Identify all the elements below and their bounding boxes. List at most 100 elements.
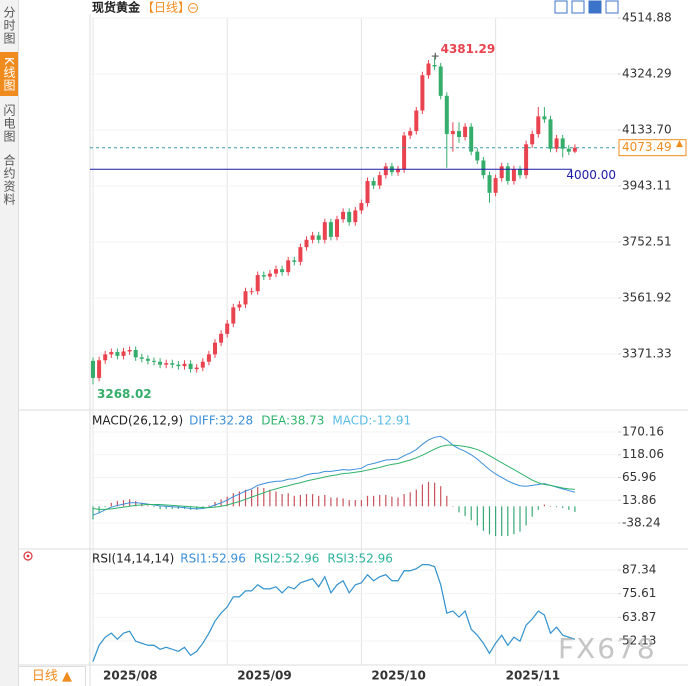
- macd-bar: [537, 506, 539, 510]
- candle-body: [493, 178, 498, 193]
- macd-bar: [464, 506, 466, 516]
- macd-bar: [501, 506, 503, 536]
- candle-body: [200, 361, 205, 368]
- candle-body: [414, 110, 419, 132]
- x-tick-label: 2025/11: [506, 669, 560, 683]
- macd-bar: [354, 500, 356, 507]
- candle-body: [243, 291, 248, 305]
- macd-bar: [135, 501, 137, 507]
- candle-body: [164, 363, 169, 365]
- macd-bar: [330, 497, 332, 507]
- candle-body: [432, 64, 437, 67]
- macd-bar: [379, 494, 381, 507]
- high-label: 4381.29: [441, 42, 496, 56]
- macd-bar: [440, 486, 442, 507]
- candle-body: [420, 75, 425, 111]
- candle-body: [365, 181, 370, 204]
- macd-bar: [244, 489, 247, 507]
- candle-body: [505, 166, 510, 182]
- macd-bar: [397, 497, 399, 507]
- candle-body: [542, 116, 547, 120]
- macd-bar: [104, 506, 106, 508]
- macd-bar: [488, 506, 491, 535]
- y-tick-label: 4514.88: [622, 11, 672, 25]
- toolbar: [554, 0, 619, 14]
- reference-label-bg: [572, 167, 618, 182]
- macd-bar: [409, 492, 411, 507]
- candle-body: [396, 169, 400, 173]
- y-tick-label: 3943.11: [622, 178, 672, 192]
- candle-body: [304, 239, 309, 248]
- macd-bar: [373, 495, 375, 507]
- period-label: 【日线】: [142, 1, 190, 15]
- rsi-settings-icon[interactable]: [23, 551, 33, 561]
- candle-body: [261, 275, 266, 277]
- macd-bar: [214, 501, 216, 507]
- candle-body: [560, 138, 565, 149]
- macd-bar: [336, 497, 338, 507]
- y-tick-label: 87.34: [622, 563, 656, 577]
- candle-body: [572, 147, 577, 152]
- candle-body: [328, 222, 333, 237]
- y-tick-label: 118.06: [622, 447, 664, 461]
- macd-bar: [391, 496, 393, 507]
- candle-body: [402, 135, 407, 170]
- candle-body: [438, 66, 443, 96]
- y-tick-label: 4324.29: [622, 66, 672, 80]
- legend-entry: RSI2:52.96: [254, 552, 320, 566]
- candle-body: [347, 211, 352, 223]
- candle-body: [530, 134, 535, 145]
- macd-bar: [482, 506, 484, 531]
- candle-body: [274, 269, 278, 274]
- macd-bar: [452, 506, 454, 507]
- indicator-title: RSI(14,14,14): [92, 552, 174, 566]
- macd-bar: [165, 506, 167, 509]
- macd-bar: [385, 494, 387, 507]
- last-price-box: [618, 139, 687, 157]
- macd-bar: [434, 482, 436, 507]
- candle-body: [322, 222, 327, 240]
- legend-entry: DEA:38.73: [261, 414, 324, 428]
- macd-line: [92, 435, 576, 516]
- candle-body: [97, 360, 102, 378]
- y-tick-label: 4133.70: [622, 122, 672, 136]
- y-tick-label: 170.16: [622, 424, 664, 438]
- last-price-label: 4073.49: [622, 140, 672, 154]
- y-tick-label: 75.61: [622, 586, 656, 600]
- macd-bar: [348, 500, 350, 507]
- period-button[interactable]: 日线 ▲: [18, 666, 86, 686]
- tool-icon[interactable]: [605, 0, 619, 14]
- macd-bar: [110, 502, 112, 507]
- y-tick-label: 63.87: [622, 610, 656, 624]
- macd-bar: [269, 489, 271, 507]
- candle-body: [206, 354, 211, 362]
- macd-bar: [324, 494, 326, 507]
- macd-bar: [257, 487, 259, 507]
- tool-icon[interactable]: [571, 0, 585, 14]
- zoom-out-icon[interactable]: [188, 3, 198, 13]
- macd-bar: [251, 489, 253, 507]
- reference-label: 4000.00: [566, 168, 616, 182]
- tab[interactable]: 分时图: [2, 5, 16, 45]
- tab[interactable]: 合约资料: [2, 154, 16, 206]
- candle-body: [554, 138, 559, 149]
- candle-body: [292, 260, 297, 262]
- macd-bar: [421, 484, 423, 507]
- tab[interactable]: K线图: [0, 52, 18, 96]
- legend-entry: MACD:-12.91: [332, 414, 411, 428]
- candle-body: [469, 126, 474, 152]
- macd-bar: [196, 506, 198, 510]
- candle-body: [225, 323, 230, 334]
- macd-bar: [403, 494, 405, 507]
- candle-body: [426, 63, 431, 76]
- macd-bar: [446, 495, 448, 507]
- candle-body: [548, 119, 553, 149]
- x-tick-label: 2025/10: [371, 669, 425, 683]
- tab[interactable]: 闪电图: [2, 103, 16, 143]
- tool-icon[interactable]: [554, 0, 568, 14]
- macd-bar: [562, 506, 564, 509]
- tool-icon[interactable]: [588, 0, 602, 14]
